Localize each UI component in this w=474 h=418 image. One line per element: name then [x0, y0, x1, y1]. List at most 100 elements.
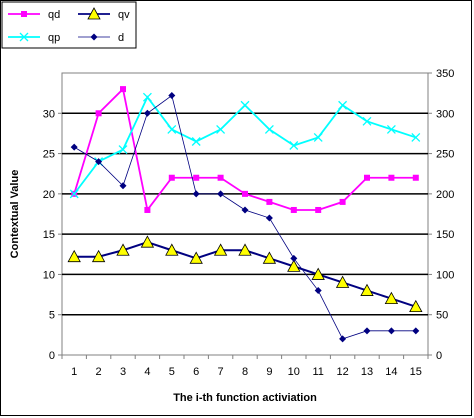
legend-item-d: d [78, 32, 124, 44]
point-qv [165, 243, 179, 256]
point-qv [384, 291, 399, 305]
point-qd [266, 198, 273, 205]
point-qp [362, 116, 372, 126]
x-tick-label: 6 [193, 366, 199, 378]
x-tick-label: 5 [169, 366, 175, 378]
right-tick-label: 150 [436, 229, 454, 241]
x-tick-label: 8 [242, 366, 248, 378]
series-qv [67, 235, 423, 313]
point-qd [120, 86, 126, 93]
left-tick-label: 10 [43, 269, 55, 281]
point-qd [168, 174, 175, 181]
legend-marker [90, 33, 98, 41]
point-d [290, 254, 298, 262]
point-d [339, 335, 347, 343]
right-tick-label: 0 [436, 350, 442, 362]
point-qd [364, 174, 370, 181]
point-qv [67, 249, 81, 263]
left-tick-label: 20 [43, 189, 55, 201]
left-tick-label: 5 [49, 310, 55, 322]
point-d [412, 327, 420, 335]
point-d [387, 327, 395, 335]
y-axis-title: Contextual Value [9, 170, 21, 259]
right-tick-label: 300 [436, 108, 454, 120]
legend-label: qd [48, 9, 60, 21]
right-y-axis: 0 50 100 150 200 250 300 350 [428, 68, 454, 362]
series-d [70, 92, 420, 343]
point-qd [193, 174, 200, 181]
point-qp [411, 132, 421, 142]
legend-box [1, 1, 137, 49]
point-d [265, 214, 273, 222]
point-qv [91, 249, 106, 263]
point-qd [217, 174, 224, 181]
point-qd [290, 206, 297, 213]
x-tick-label: 4 [144, 366, 150, 378]
point-qv [238, 243, 252, 256]
point-qd [339, 198, 346, 205]
x-tick-label: 3 [120, 366, 126, 378]
x-tick-label: 14 [385, 366, 397, 378]
legend-marker [19, 32, 29, 42]
point-d [241, 206, 249, 214]
right-tick-label: 200 [436, 189, 454, 201]
point-d [95, 158, 103, 166]
legend-item-qp: qp [8, 32, 60, 44]
right-tick-label: 350 [436, 68, 454, 80]
point-d [363, 327, 371, 335]
legend-label: d [118, 32, 124, 44]
gridlines [62, 112, 428, 316]
point-qd [388, 174, 395, 181]
point-qv [189, 251, 203, 264]
point-d [143, 109, 151, 117]
point-qp [118, 145, 128, 155]
plot-area [61, 72, 429, 356]
legend-marker [21, 11, 27, 17]
point-qp [313, 132, 323, 142]
point-qv [116, 243, 130, 256]
point-d [119, 182, 127, 190]
point-qp [264, 124, 274, 134]
series-qp [69, 92, 421, 199]
point-qp [240, 100, 250, 110]
point-qp [191, 137, 201, 146]
series-qd [71, 86, 419, 213]
legend-item-qd: qd [8, 9, 60, 21]
x-tick-label: 15 [410, 366, 422, 378]
point-qp [167, 124, 177, 134]
point-qv [311, 267, 325, 280]
legend-marker [87, 7, 101, 20]
legend: qd qv qp d [1, 1, 137, 49]
left-tick-label: 30 [43, 108, 55, 120]
right-tick-label: 250 [436, 149, 454, 161]
point-d [168, 92, 176, 100]
point-qv [213, 243, 228, 256]
point-qv [360, 283, 374, 296]
point-qp [386, 124, 396, 134]
x-tick-label: 11 [312, 366, 323, 378]
legend-label: qp [48, 32, 60, 44]
point-d [217, 190, 225, 198]
left-y-axis: 0 5 10 15 20 25 30 [43, 108, 62, 362]
point-d [192, 190, 200, 198]
point-qd [315, 206, 322, 213]
x-axis: 1 2 3 4 5 6 7 8 9 10 11 12 13 14 15 [61, 355, 429, 378]
point-d [70, 143, 78, 151]
point-qp [69, 189, 79, 199]
point-qp [338, 100, 348, 110]
point-qd [412, 174, 419, 181]
point-qd [144, 206, 151, 213]
x-tick-label: 1 [71, 366, 77, 378]
x-tick-label: 9 [266, 366, 272, 378]
point-qv [287, 259, 301, 272]
point-qv [335, 275, 350, 288]
legend-label: qv [118, 9, 130, 21]
series-layer [67, 86, 423, 343]
left-tick-label: 15 [43, 229, 55, 241]
x-tick-label: 13 [361, 366, 373, 378]
left-tick-label: 25 [43, 149, 55, 161]
point-qp [142, 92, 152, 102]
x-tick-label: 2 [96, 366, 102, 378]
point-d [314, 287, 322, 295]
